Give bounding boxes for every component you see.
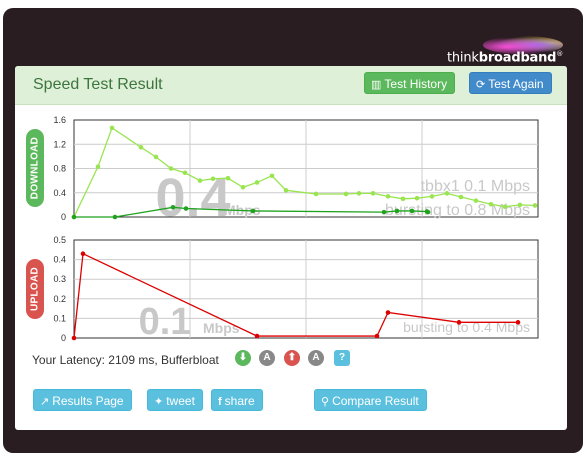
download-series-point — [109, 125, 115, 131]
download-compare-series-point — [71, 214, 77, 220]
results-page-button[interactable]: ↗ Results Page — [33, 389, 132, 411]
download-series-point — [225, 175, 231, 181]
download-series-point — [370, 191, 376, 196]
download-tick-label: 0.4 — [53, 188, 66, 198]
upload-speed-unit: Mbps — [203, 320, 240, 336]
upload-series-point — [254, 333, 260, 339]
download-series-point — [95, 164, 101, 169]
page-title: Speed Test Result — [33, 76, 163, 93]
download-compare-series-point — [381, 209, 387, 215]
twitter-icon: ✦ — [154, 396, 164, 408]
panel-header: Speed Test Result ▥ Test History ⟳ Test Ag… — [15, 66, 567, 105]
download-tick-label: 1.6 — [53, 115, 66, 125]
speed-test-panel: Speed Test Result ▥ Test History ⟳ Test Ag… — [15, 66, 567, 430]
facebook-icon: f — [218, 396, 222, 408]
download-series-point — [254, 180, 260, 185]
upload-tick-label: 0.3 — [53, 274, 66, 284]
download-tick-label: 0 — [61, 212, 66, 222]
upload-label: UPLOAD — [26, 259, 44, 319]
download-series-point — [182, 170, 188, 176]
share-button[interactable]: f share — [211, 389, 263, 411]
upload-speed-value: 0.1 — [139, 301, 192, 343]
download-compare-series-point — [250, 208, 256, 214]
compare-result-button[interactable]: ⚲ Compare Result — [314, 389, 427, 411]
download-tick-label: 0.8 — [53, 164, 66, 174]
download-arrow-icon: ⬇ — [235, 350, 251, 366]
download-series-point — [343, 191, 349, 197]
upload-series-point — [456, 320, 462, 325]
download-series-point — [444, 191, 450, 196]
download-series-point — [473, 198, 479, 203]
download-label: DOWNLOAD — [26, 129, 44, 207]
logo-glow — [483, 36, 563, 54]
download-series-point — [429, 194, 435, 199]
tweet-button[interactable]: ✦ tweet — [147, 389, 203, 411]
download-series-point — [488, 201, 494, 207]
download-series-point — [283, 188, 289, 193]
upload-series-point — [374, 333, 380, 339]
download-series-point — [517, 202, 523, 208]
upload-tick-label: 0.1 — [53, 313, 66, 323]
download-series-point — [313, 191, 319, 197]
download-series-point — [153, 154, 159, 160]
bar-chart-icon: ▥ — [371, 79, 382, 91]
download-series-point — [269, 173, 275, 179]
speed-charts: 0.4 Mbps tbbx1 0.1 Mbps bursting to 0.8 … — [53, 115, 539, 343]
download-series-point — [385, 194, 391, 199]
help-button[interactable]: ? — [334, 350, 350, 366]
upload-tick-label: 0.4 — [53, 255, 66, 265]
download-compare-series-point — [112, 214, 118, 220]
download-series-point — [502, 204, 508, 209]
download-series-point — [240, 184, 246, 190]
download-compare-series-line — [74, 206, 429, 218]
latency-row: Your Latency: 2109 ms, Bufferbloat — [32, 353, 219, 367]
download-series-point — [197, 178, 203, 183]
upload-tick-label: 0 — [61, 333, 66, 343]
download-compare-series-point — [394, 208, 400, 214]
external-link-icon: ↗ — [40, 396, 50, 408]
download-compare-series-point — [183, 206, 189, 211]
upload-tick-label: 0.5 — [53, 235, 66, 245]
download-series-point — [356, 191, 362, 196]
upload-series-point — [515, 320, 521, 325]
upload-burst-text: bursting to 0.4 Mbps — [403, 319, 530, 335]
download-compare-text: tbbx1 0.1 Mbps — [421, 178, 530, 195]
upload-series-point — [71, 335, 77, 341]
refresh-icon: ⟳ — [476, 79, 486, 91]
download-series-point — [138, 144, 144, 150]
download-compare-series-point — [425, 209, 431, 215]
test-history-button[interactable]: ▥ Test History — [364, 72, 456, 94]
download-series-point — [414, 195, 420, 201]
download-series-point — [210, 176, 216, 182]
test-again-button[interactable]: ⟳ Test Again — [469, 72, 552, 94]
download-series-point — [458, 194, 464, 200]
bufferbloat-grade-upload[interactable]: A — [308, 350, 324, 366]
thinkbroadband-logo: thinkbroadband® — [443, 36, 567, 72]
upload-series-point — [385, 310, 391, 315]
download-series-point — [532, 203, 538, 208]
download-series-point — [168, 166, 174, 171]
upload-tick-label: 0.2 — [53, 294, 66, 304]
upload-arrow-icon: ⬆ — [284, 350, 300, 366]
download-compare-series-point — [170, 205, 176, 210]
logo-text: thinkbroadband® — [447, 50, 564, 66]
download-compare-series-point — [409, 208, 415, 214]
bufferbloat-grade-download[interactable]: A — [259, 350, 275, 366]
download-burst-text: bursting to 0.8 Mbps — [385, 202, 530, 219]
latency-value: 2109 ms — [108, 353, 155, 367]
upload-series-point — [80, 251, 86, 257]
map-marker-icon: ⚲ — [321, 396, 330, 408]
download-series-point — [400, 196, 406, 202]
download-tick-label: 1.2 — [53, 139, 66, 149]
